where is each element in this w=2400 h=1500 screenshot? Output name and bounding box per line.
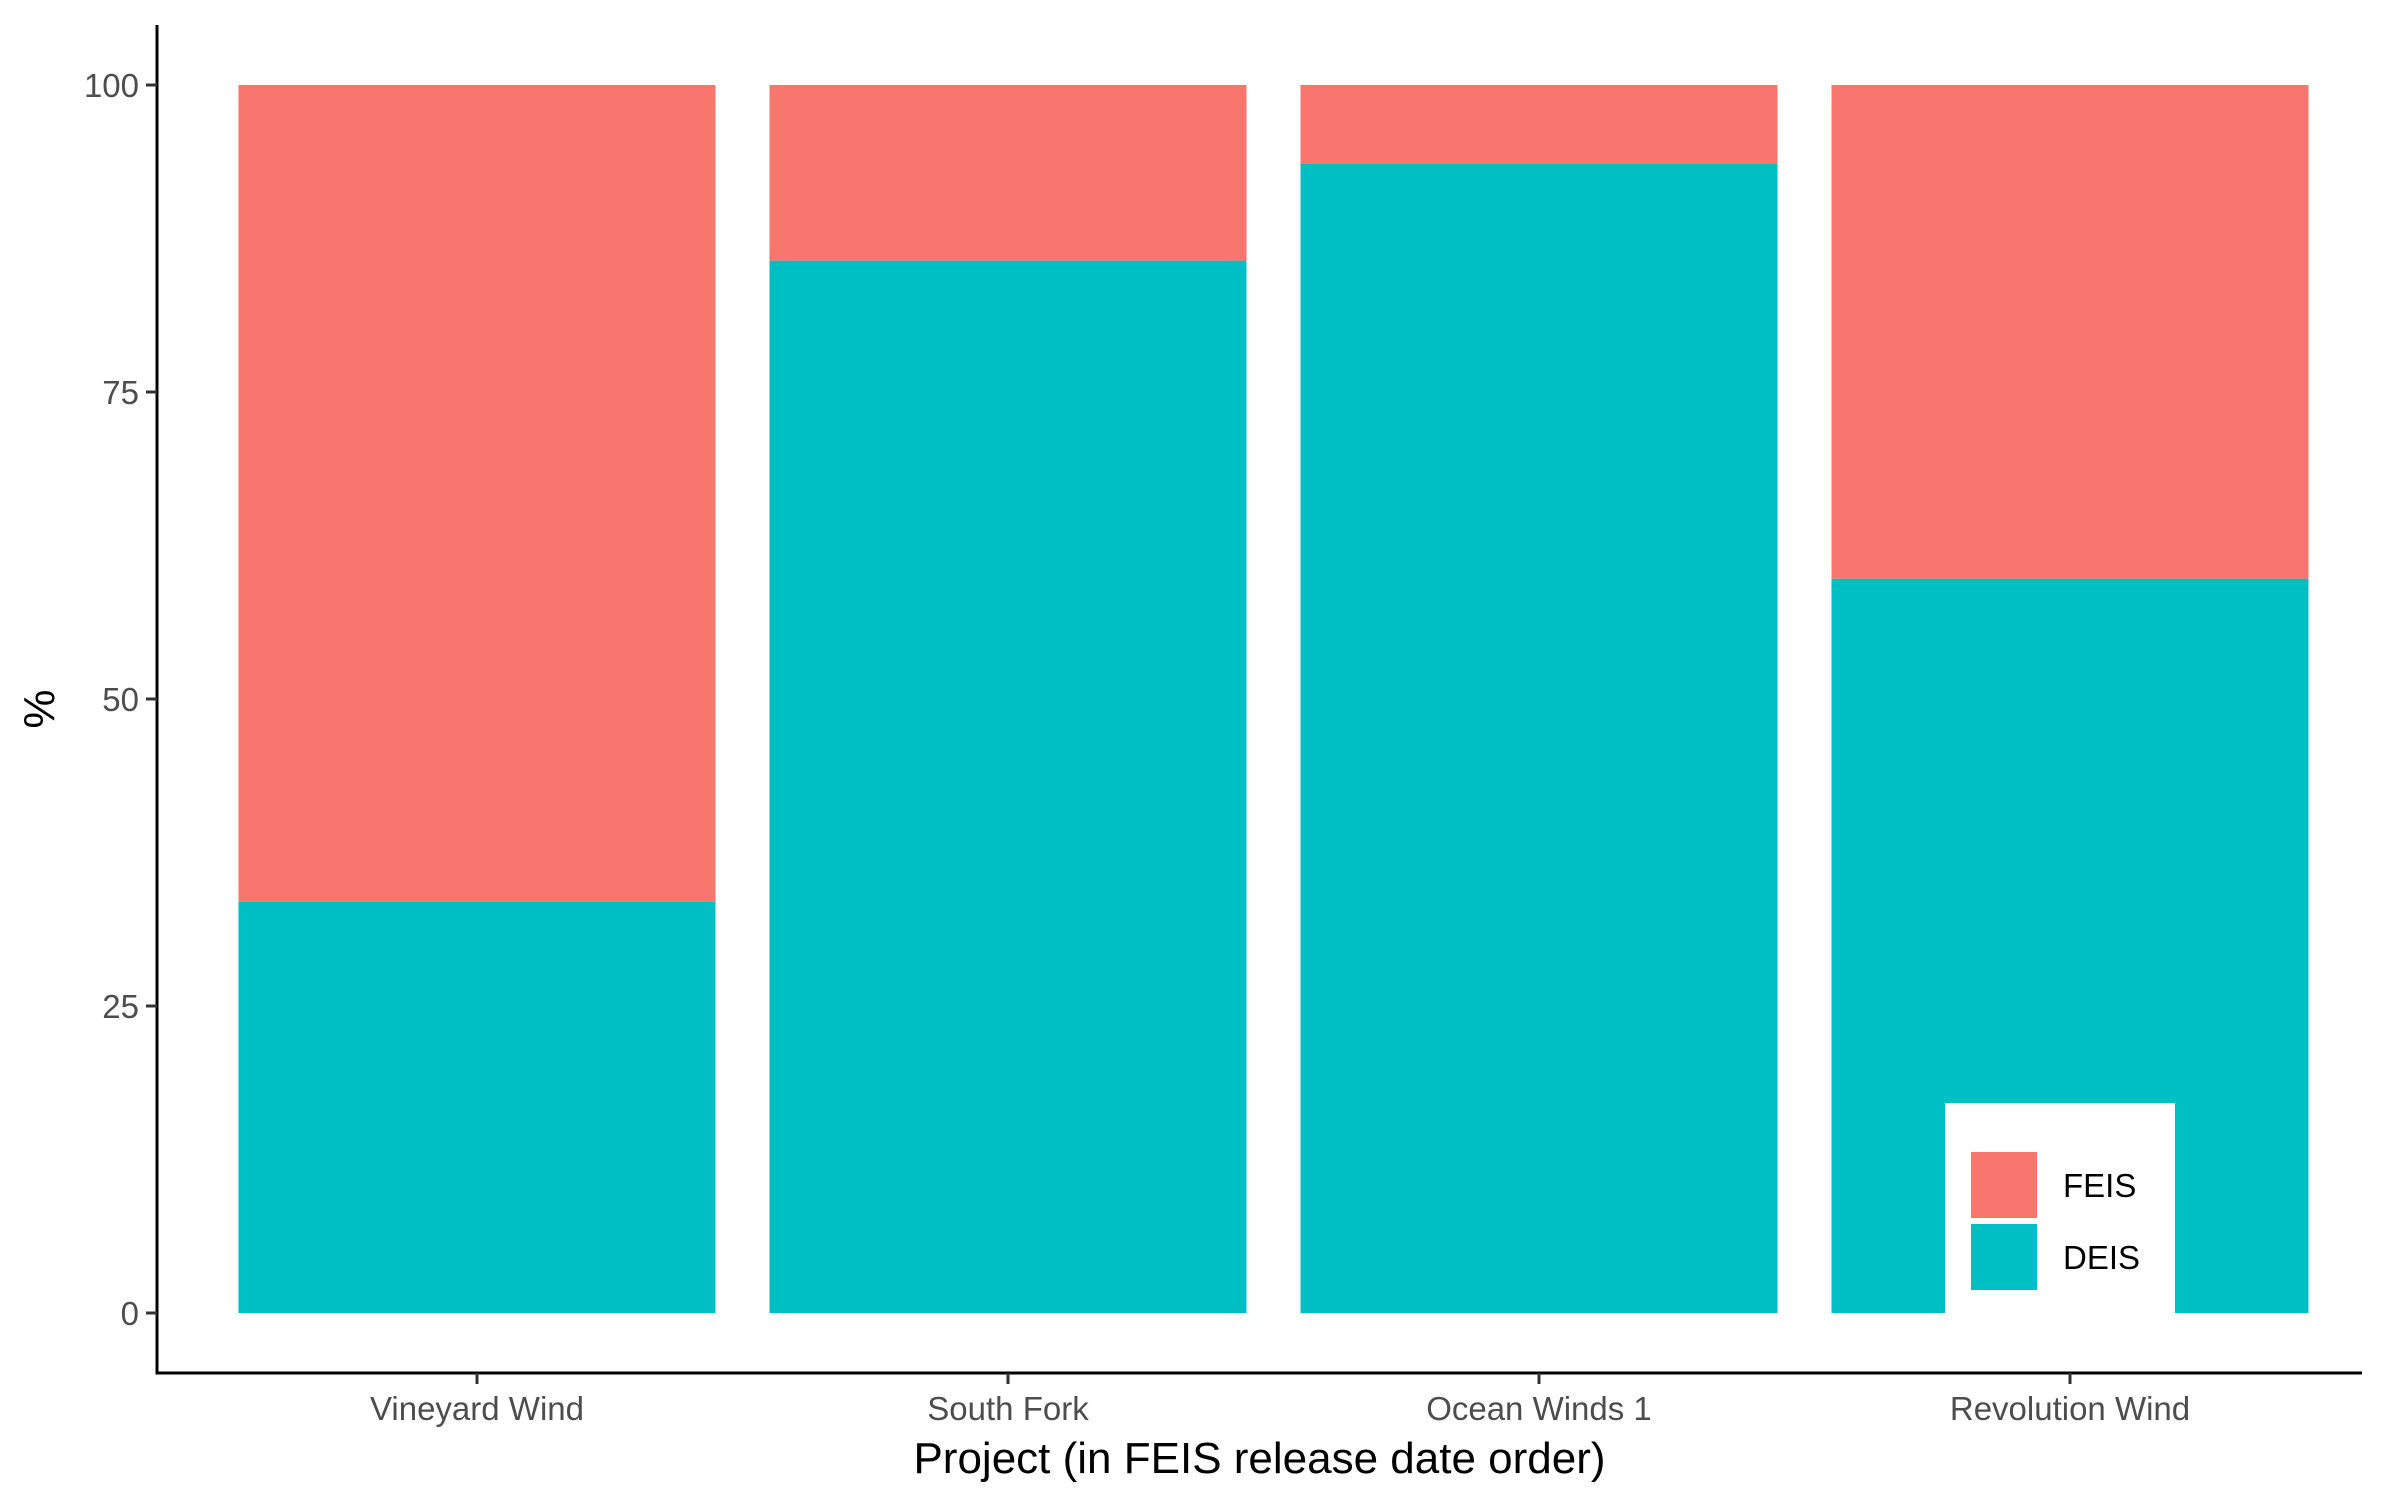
bars-layer [238,85,2309,1313]
x-tick-label: Ocean Winds 1 [1426,1390,1652,1427]
x-ticks: Vineyard Wind South Fork Ocean Winds 1 Revo… [370,1373,2190,1427]
legend-key-feis [1971,1152,2037,1218]
x-tick-label: Revolution Wind [1950,1390,2190,1427]
legend-label-deis: DEIS [2063,1239,2140,1276]
y-ticks: 0 25 50 75 100 [84,67,157,1332]
legend: FEIS DEIS [1945,1103,2175,1315]
bar-feis-vineyard-wind [238,85,716,902]
bar-feis-ocean-winds-1 [1300,85,1778,164]
y-tick-label: 0 [121,1295,139,1332]
legend-key-deis [1971,1224,2037,1290]
x-tick-label: Vineyard Wind [370,1390,584,1427]
bar-deis-ocean-winds-1 [1300,163,1778,1313]
legend-label-feis: FEIS [2063,1167,2136,1204]
bar-deis-vineyard-wind [238,901,716,1313]
y-tick-label: 100 [84,67,139,104]
x-tick-label: South Fork [927,1390,1089,1427]
y-axis-title: % [15,689,64,728]
y-tick-label: 50 [102,681,139,718]
x-axis-title: Project (in FEIS release date order) [913,1434,1605,1483]
y-tick-label: 75 [102,374,139,411]
bar-deis-south-fork [769,260,1247,1313]
y-tick-label: 25 [102,988,139,1025]
bar-feis-revolution-wind [1831,85,2309,579]
bar-feis-south-fork [769,85,1247,261]
